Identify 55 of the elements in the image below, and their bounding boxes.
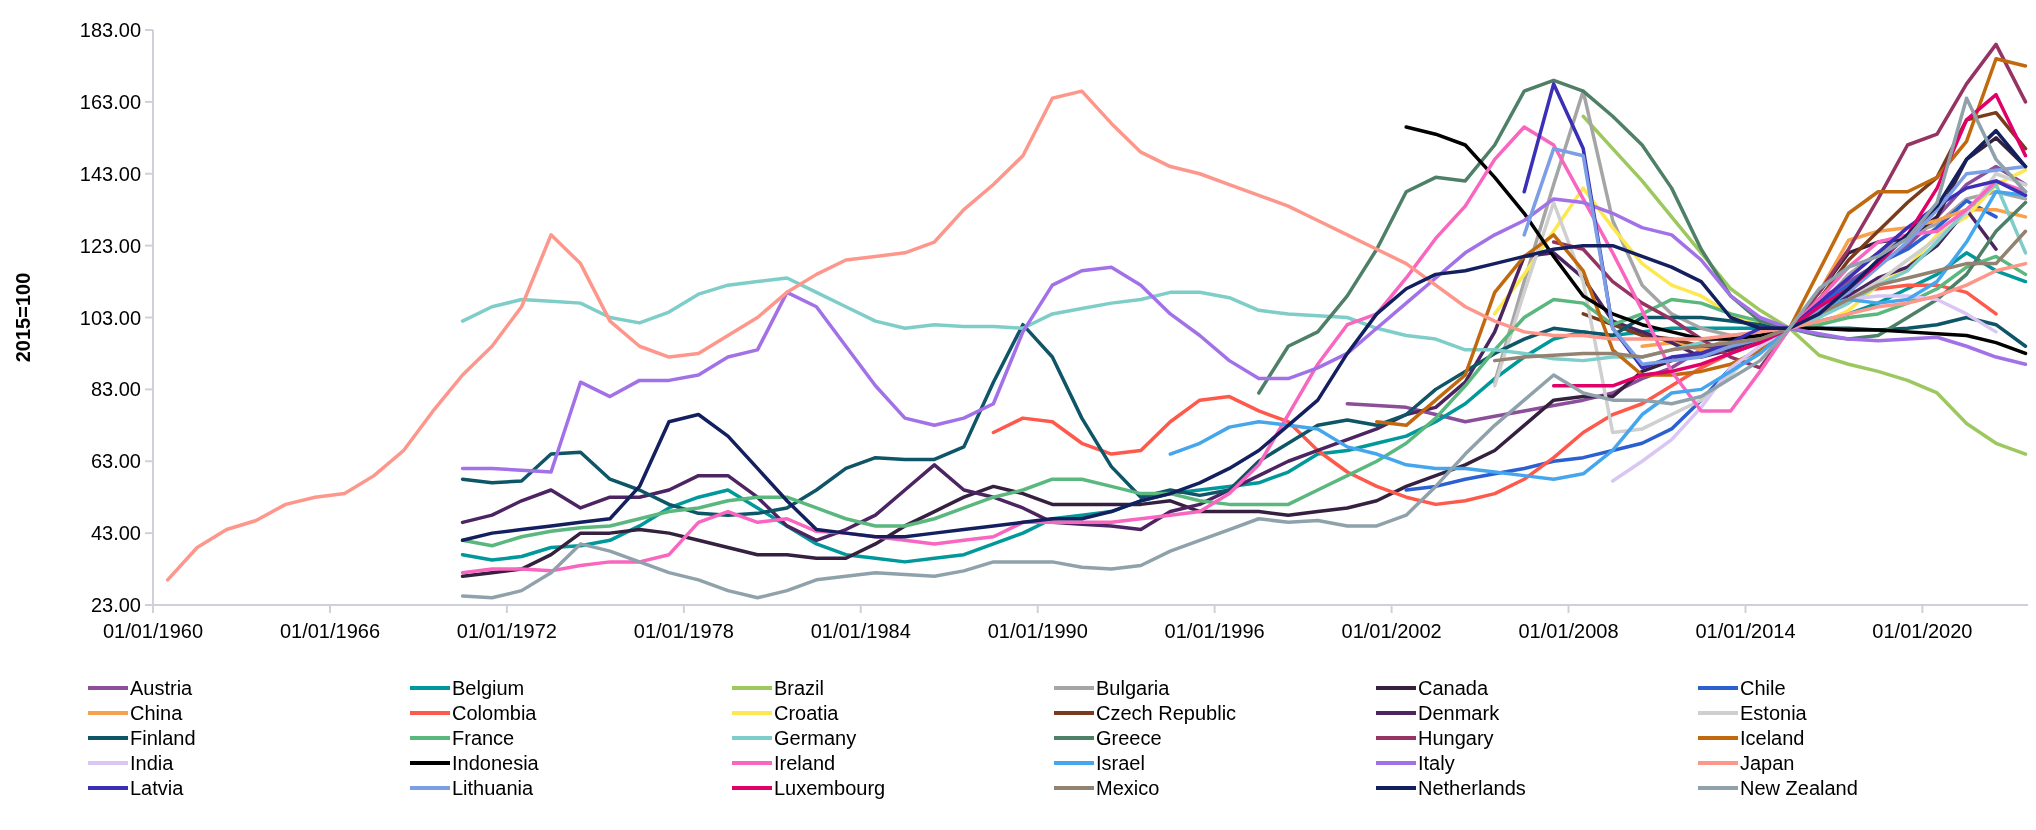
legend-label: Belgium	[452, 677, 525, 699]
legend-label: New Zealand	[1740, 777, 1858, 799]
legend-label: Czech Republic	[1096, 702, 1237, 724]
legend-label: Indonesia	[452, 752, 540, 774]
y-tick-label: 63.00	[90, 450, 141, 473]
legend-label: Lithuania	[452, 777, 535, 799]
legend-label: Israel	[1096, 752, 1145, 774]
line-series	[165, 89, 2028, 582]
y-tick-label: 183.00	[79, 19, 141, 41]
x-tick-label: 01/01/1990	[987, 620, 1088, 642]
legend-label: Japan	[1740, 752, 1795, 774]
legend-label: Greece	[1096, 727, 1162, 749]
x-tick-label: 01/01/1984	[810, 620, 911, 642]
legend-label: Croatia	[774, 702, 840, 724]
x-tick-label: 01/01/2002	[1341, 620, 1442, 642]
legend-label: Luxembourg	[774, 777, 886, 799]
line-series	[1581, 114, 2028, 456]
x-tick-label: 01/01/1978	[633, 620, 734, 642]
legend-label: Italy	[1418, 752, 1455, 774]
x-tick-label: 01/01/1972	[456, 620, 557, 642]
legend-label: Germany	[774, 727, 857, 749]
x-tick-label: 01/01/2020	[1872, 620, 1973, 642]
line-series	[460, 197, 2028, 474]
y-tick-label: 23.00	[90, 594, 141, 616]
legend-label: Hungary	[1418, 727, 1494, 749]
y-tick-label: 83.00	[90, 378, 141, 401]
legend-label: India	[130, 752, 175, 774]
legend-label: Chile	[1740, 677, 1786, 699]
x-tick-label: 01/01/1960	[102, 620, 204, 642]
legend-label: Latvia	[130, 777, 185, 799]
y-axis-title: 2015=100	[12, 272, 34, 363]
legend-label: Brazil	[774, 677, 825, 699]
y-tick-label: 123.00	[79, 234, 141, 257]
x-tick-label: 01/01/2008	[1518, 620, 1619, 642]
y-tick-label: 103.00	[79, 306, 141, 329]
legend-label: Finland	[130, 727, 196, 749]
legend-label: Ireland	[774, 752, 836, 774]
legend-label: Iceland	[1740, 727, 1805, 749]
legend-label: France	[452, 727, 515, 749]
legend-label: Mexico	[1096, 777, 1160, 799]
line-series	[1492, 229, 2028, 363]
y-tick-label: 143.00	[79, 162, 141, 185]
legend-label: Estonia	[1740, 702, 1808, 724]
legend-label: Bulgaria	[1096, 677, 1171, 699]
legend-label: Colombia	[452, 702, 538, 724]
x-tick-label: 01/01/1966	[279, 620, 381, 642]
x-tick-label: 01/01/1996	[1164, 620, 1265, 642]
y-tick-label: 43.00	[90, 522, 141, 545]
legend-label: Austria	[130, 677, 194, 699]
legend-label: Canada	[1418, 677, 1489, 699]
y-tick-label: 163.00	[79, 90, 141, 113]
x-tick-label: 01/01/2014	[1695, 620, 1796, 642]
legend-label: Denmark	[1418, 702, 1501, 724]
legend-label: China	[130, 702, 184, 724]
legend-label: Netherlands	[1418, 777, 1526, 799]
